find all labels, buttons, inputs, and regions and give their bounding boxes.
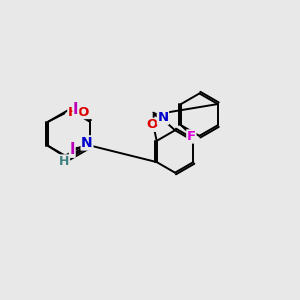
Text: O: O: [146, 118, 158, 131]
Text: N: N: [81, 136, 93, 150]
Text: N: N: [158, 111, 169, 124]
Text: F: F: [187, 130, 196, 143]
Text: H: H: [59, 155, 70, 168]
Text: HO: HO: [68, 106, 90, 118]
Text: I: I: [70, 142, 75, 157]
Text: I: I: [73, 103, 79, 118]
